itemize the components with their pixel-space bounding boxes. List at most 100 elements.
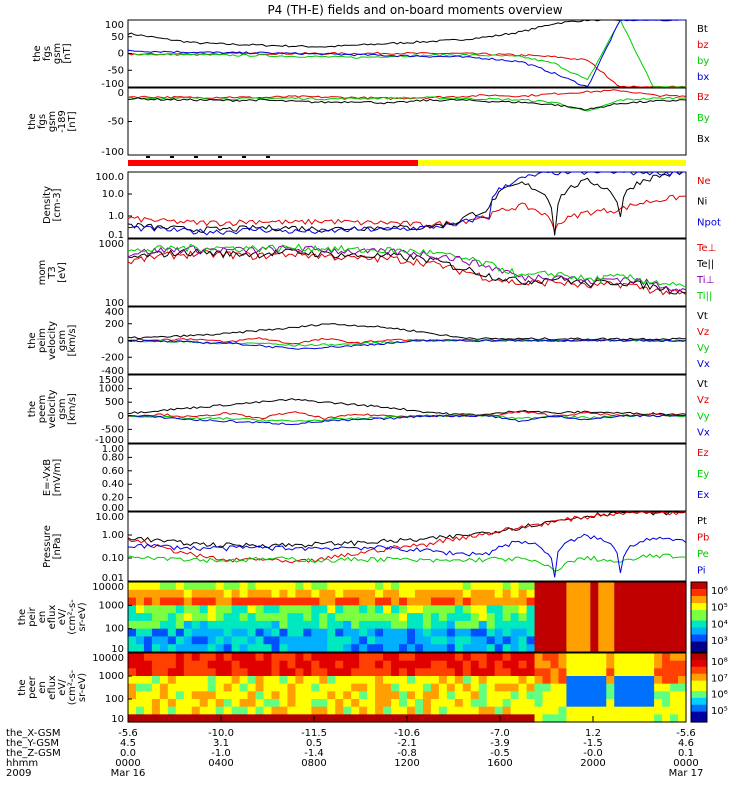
heatmap-cell — [407, 691, 416, 700]
heatmap-cell — [502, 683, 512, 692]
y-tick-label: 0 — [118, 88, 124, 99]
heatmap-cell — [582, 636, 591, 645]
colorbar-segment — [691, 592, 707, 597]
heatmap-cell — [263, 653, 273, 662]
heatmap-cell — [327, 597, 336, 606]
heatmap-cell — [263, 605, 273, 614]
heatmap-cell — [430, 683, 440, 692]
heatmap-cell — [335, 613, 344, 622]
heatmap-cell — [430, 644, 440, 653]
heatmap-cell — [590, 644, 599, 653]
heatmap-cell — [135, 699, 145, 708]
heatmap-cell — [614, 668, 623, 677]
heatmap-cell — [590, 636, 599, 645]
heatmap-cell — [383, 706, 392, 715]
heatmap-cell — [375, 597, 384, 606]
heatmap-cell — [343, 660, 352, 669]
heatmap-cell — [558, 582, 568, 591]
heatmap-cell — [143, 668, 153, 677]
heatmap-cell — [135, 613, 145, 622]
heatmap-cell — [550, 636, 560, 645]
heatmap-cell — [534, 676, 544, 685]
colorbar-frame — [690, 652, 708, 723]
heatmap-cell — [167, 620, 177, 630]
heatmap-cell — [335, 605, 344, 614]
heatmap-cell — [407, 653, 416, 662]
heatmap-cell — [255, 589, 265, 599]
heatmap-cell — [502, 628, 512, 638]
y-tick-label: -400 — [101, 366, 124, 377]
heatmap-cell — [183, 683, 193, 692]
heatmap-cell — [343, 582, 352, 591]
heatmap-cell — [343, 683, 352, 692]
heatmap-cell — [375, 613, 384, 622]
heatmap-cell — [518, 582, 528, 591]
heatmap-cell — [422, 613, 432, 622]
heatmap-cell — [678, 605, 687, 614]
heatmap-cell — [335, 683, 344, 692]
heatmap-cell — [263, 706, 273, 715]
heatmap-cell — [638, 605, 647, 614]
heatmap-cell — [478, 582, 488, 591]
heatmap-cell — [446, 597, 456, 606]
heatmap-cell — [662, 589, 671, 599]
heatmap-cell — [295, 699, 304, 708]
heatmap-cell — [175, 605, 185, 614]
heatmap-cell — [255, 668, 265, 677]
heatmap-cell — [343, 620, 352, 630]
heatmap-cell — [279, 699, 289, 708]
heatmap-cell — [159, 636, 169, 645]
heatmap-cell — [534, 668, 544, 677]
heatmap-cell — [670, 628, 679, 638]
heatmap-cell — [128, 714, 137, 723]
heatmap-cell — [470, 582, 480, 591]
y-tick-label: -1000 — [95, 435, 124, 446]
heatmap-cell — [622, 613, 631, 622]
heatmap-cell — [159, 676, 169, 685]
y-tick-label: 0.80 — [102, 452, 124, 463]
heatmap-cell — [223, 597, 233, 606]
heatmap-cell — [534, 699, 544, 708]
heatmap-cell — [311, 699, 320, 708]
heatmap-cell — [654, 660, 663, 669]
heatmap-cell — [375, 589, 384, 599]
heatmap-cell — [518, 589, 528, 599]
heatmap-cell — [375, 699, 384, 708]
heatmap-cell — [263, 613, 273, 622]
heatmap-cell — [303, 699, 312, 708]
heatmap-cell — [590, 668, 599, 677]
heatmap-cell — [654, 597, 663, 606]
y-axis-label-line: [km/s] — [67, 324, 78, 356]
legend-Pi: Pi — [697, 565, 706, 576]
heatmap-cell — [271, 620, 281, 630]
heatmap-cell — [247, 597, 257, 606]
heatmap-cell — [518, 597, 528, 606]
heatmap-cell — [375, 636, 384, 645]
status-bar-red — [128, 160, 418, 166]
heatmap-cell — [159, 628, 169, 638]
heatmap-cell — [327, 613, 336, 622]
heatmap-cell — [542, 582, 552, 591]
heatmap-cell — [646, 653, 655, 662]
heatmap-cell — [454, 714, 464, 723]
legend-Ex: Ex — [697, 490, 709, 501]
colorbar-segment — [691, 596, 707, 601]
heatmap-cell — [159, 668, 169, 677]
heatmap-cell — [183, 668, 193, 677]
heatmap-cell — [128, 620, 137, 630]
heatmap-cell — [191, 660, 201, 669]
legend-Te⊥: Te⊥ — [696, 243, 716, 254]
y-axis-label-line: (cm²-s- — [67, 599, 78, 635]
heatmap-cell — [558, 683, 568, 692]
colorbar-segment — [691, 656, 707, 661]
colorbar-segment — [691, 603, 707, 608]
heatmap-cell — [287, 644, 296, 653]
heatmap-cell — [518, 691, 528, 700]
heatmap-cell — [494, 589, 504, 599]
heatmap-cell — [654, 582, 663, 591]
colorbar-segment — [691, 690, 707, 695]
heatmap-cell — [271, 628, 281, 638]
heatmap-cell — [191, 644, 201, 653]
heatmap-cell — [606, 620, 615, 630]
